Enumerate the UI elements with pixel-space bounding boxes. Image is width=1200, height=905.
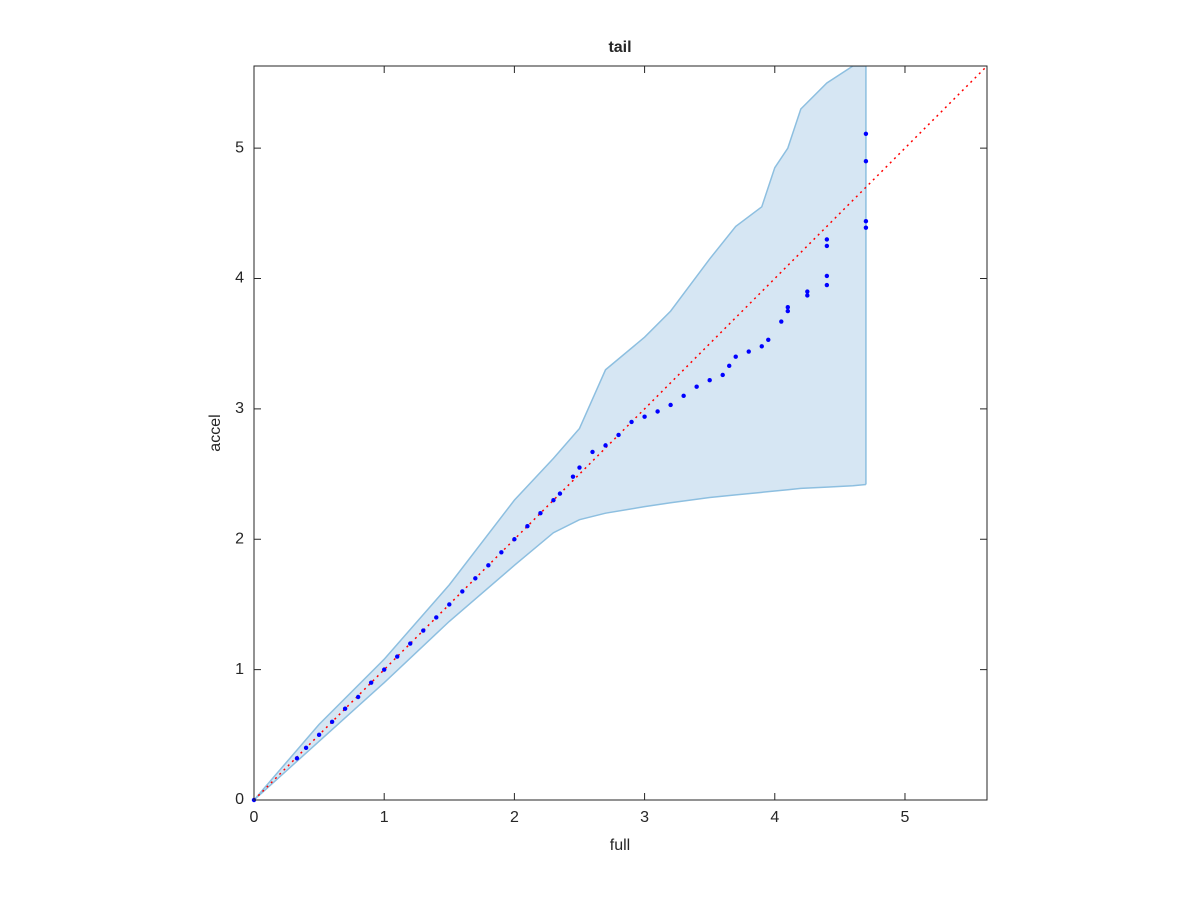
data-point bbox=[512, 537, 517, 542]
data-point bbox=[499, 550, 504, 555]
data-point bbox=[779, 319, 784, 324]
data-point bbox=[824, 273, 830, 279]
data-point bbox=[616, 432, 621, 438]
data-point bbox=[603, 443, 608, 448]
y-tick-label: 3 bbox=[235, 400, 244, 417]
data-point bbox=[316, 732, 322, 738]
data-point bbox=[303, 745, 309, 751]
data-point bbox=[408, 641, 413, 646]
x-tick-label: 0 bbox=[250, 809, 259, 826]
data-point bbox=[642, 414, 647, 419]
data-point bbox=[473, 576, 478, 581]
data-point bbox=[395, 654, 400, 659]
data-point bbox=[720, 372, 725, 378]
data-point bbox=[342, 706, 348, 711]
y-axis-label: accel bbox=[207, 414, 224, 451]
x-tick-label: 5 bbox=[901, 809, 910, 826]
data-point bbox=[863, 225, 869, 230]
band-upper-edge bbox=[254, 66, 866, 800]
data-point bbox=[329, 719, 335, 724]
data-point bbox=[629, 419, 634, 425]
data-point bbox=[447, 602, 452, 607]
data-point bbox=[525, 524, 530, 529]
data-point bbox=[590, 449, 595, 455]
x-tick-label: 3 bbox=[640, 809, 649, 826]
data-point bbox=[766, 337, 771, 342]
data-point bbox=[863, 218, 869, 224]
data-point bbox=[460, 589, 465, 594]
chart-title: tail bbox=[608, 39, 631, 56]
band-lower-edge bbox=[254, 483, 866, 800]
data-point bbox=[824, 243, 830, 249]
data-point bbox=[421, 628, 426, 633]
data-point bbox=[570, 474, 576, 479]
data-point bbox=[733, 354, 738, 359]
x-tick-label: 2 bbox=[510, 809, 519, 826]
x-tick-label: 1 bbox=[380, 809, 389, 826]
data-point bbox=[805, 293, 810, 298]
confidence-band bbox=[254, 66, 866, 800]
data-point bbox=[694, 384, 699, 389]
data-point bbox=[785, 304, 791, 310]
data-point bbox=[785, 308, 791, 314]
y-tick-label: 5 bbox=[235, 139, 244, 156]
data-point bbox=[759, 344, 764, 349]
data-point bbox=[824, 282, 830, 288]
x-tick-label: 4 bbox=[770, 809, 779, 826]
data-point bbox=[434, 615, 439, 620]
data-point bbox=[355, 694, 361, 700]
data-point bbox=[668, 402, 673, 408]
data-point bbox=[863, 158, 869, 164]
axes-box bbox=[253, 65, 988, 801]
data-point bbox=[727, 363, 732, 369]
data-point bbox=[863, 131, 869, 136]
data-point bbox=[746, 349, 751, 354]
y-tick-label: 1 bbox=[235, 661, 244, 678]
data-point bbox=[655, 409, 660, 414]
data-point bbox=[294, 756, 300, 761]
reference-line bbox=[253, 65, 988, 801]
data-point bbox=[557, 491, 563, 496]
data-point bbox=[805, 289, 810, 294]
data-point bbox=[368, 680, 374, 685]
data-point bbox=[577, 465, 582, 470]
data-point bbox=[681, 393, 686, 399]
data-point bbox=[538, 510, 543, 516]
data-point bbox=[381, 667, 387, 672]
data-point bbox=[486, 563, 491, 568]
y-tick-label: 0 bbox=[235, 791, 244, 808]
x-axis-label: full bbox=[610, 837, 630, 854]
y-tick-label: 4 bbox=[235, 270, 244, 287]
y-tick-label: 2 bbox=[235, 530, 244, 547]
data-point bbox=[707, 377, 712, 383]
data-point bbox=[551, 497, 556, 503]
data-point bbox=[824, 237, 830, 242]
